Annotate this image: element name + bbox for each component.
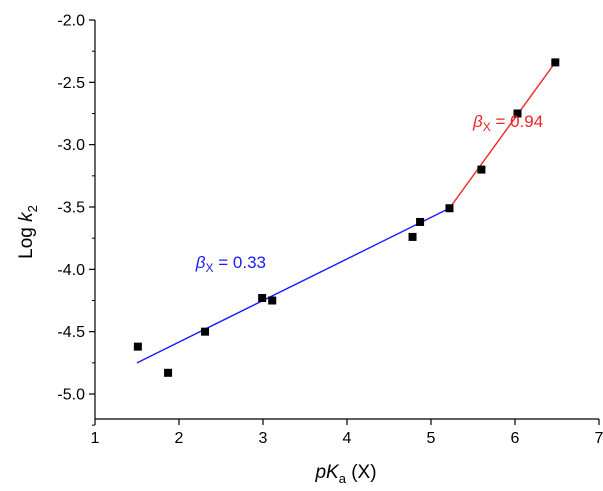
y-tick-label: -2.0: [57, 13, 85, 30]
data-point: [445, 204, 454, 213]
data-point: [416, 217, 425, 226]
data-point: [477, 165, 486, 174]
slope-annotation: βX = 0.33: [195, 253, 266, 275]
y-ticks: -2.0 -2.5 -3.0 -3.5 -4.0 -4.5 -5.0: [57, 13, 95, 426]
y-tick-label: -4.5: [57, 324, 85, 341]
x-tick-label: 1: [91, 430, 100, 447]
x-tick-label: 3: [259, 430, 268, 447]
fit-lines: [136, 61, 556, 364]
y-axis-title: Log k2: [16, 205, 40, 259]
data-point: [268, 296, 277, 305]
data-point: [133, 342, 142, 351]
x-tick-label: 6: [511, 430, 520, 447]
x-tick-label: 2: [175, 430, 184, 447]
slope-annotation: βX = 0.94: [472, 112, 543, 134]
data-point: [408, 232, 417, 241]
annotations: βX = 0.33 βX = 0.94: [195, 112, 543, 275]
y-tick-label: -2.5: [57, 75, 85, 92]
y-tick-label: -3.0: [57, 137, 85, 154]
data-points: [133, 58, 560, 377]
y-tick-label: -5.0: [57, 387, 85, 404]
x-ticks: 1 2 3 4 5 6 7: [91, 419, 603, 447]
x-tick-label: 7: [595, 430, 603, 447]
y-tick-label: -3.5: [57, 200, 85, 217]
fit-line: [448, 61, 556, 209]
x-tick-label: 4: [343, 430, 352, 447]
x-axis-title: pKa (X): [314, 462, 376, 486]
y-tick-label: -4.0: [57, 262, 85, 279]
data-point: [258, 294, 267, 303]
x-tick-label: 5: [427, 430, 436, 447]
data-point: [513, 109, 522, 118]
data-point: [164, 368, 173, 377]
data-point: [551, 58, 560, 67]
fit-line: [136, 207, 450, 364]
data-point: [201, 327, 210, 336]
